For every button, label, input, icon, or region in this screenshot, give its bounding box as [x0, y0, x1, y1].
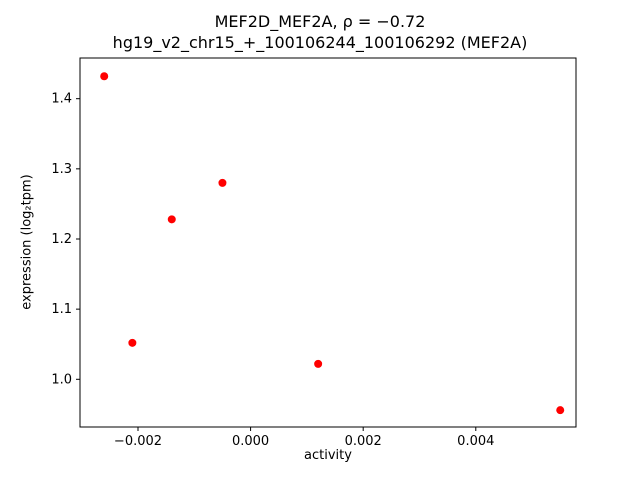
data-point — [314, 359, 323, 368]
x-tick-label: 0.000 — [232, 434, 269, 449]
y-axis-label: expression (log₂tpm) — [19, 174, 35, 310]
y-tick-label: 1.1 — [51, 302, 72, 317]
axes-frame — [79, 57, 577, 428]
y-tick-label: 1.3 — [51, 162, 72, 177]
x-axis-label: activity — [304, 448, 352, 463]
data-point — [100, 72, 109, 81]
x-tick-label: 0.002 — [345, 434, 382, 449]
y-tick-label: 1.2 — [51, 232, 72, 247]
data-point — [556, 406, 565, 415]
data-point — [128, 338, 137, 347]
x-tick-label: −0.002 — [114, 434, 162, 449]
y-tick-label: 1.0 — [51, 372, 72, 387]
y-tick-label: 1.4 — [51, 92, 72, 107]
chart-subtitle: hg19_v2_chr15_+_100106244_100106292 (MEF… — [112, 33, 528, 52]
chart-title: MEF2D_MEF2A, ρ = −0.72 — [214, 12, 426, 31]
x-tick-label: 0.004 — [457, 434, 494, 449]
data-point — [218, 178, 227, 187]
chart-title-block: MEF2D_MEF2A, ρ = −0.72 hg19_v2_chr15_+_1… — [0, 11, 640, 53]
data-point — [167, 215, 176, 224]
